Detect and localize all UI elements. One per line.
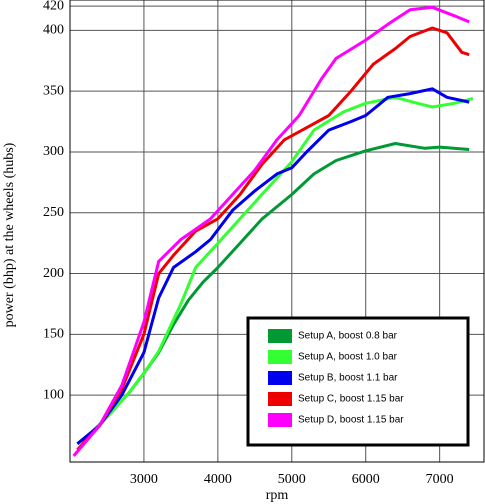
y-tick-label: 100 — [43, 387, 64, 402]
y-tick-label: 300 — [43, 144, 64, 159]
x-tick-label: 4000 — [204, 472, 232, 487]
series-line — [76, 87, 470, 445]
legend-label: Setup D, boost 1.15 bar — [298, 415, 404, 426]
legend-swatch — [268, 413, 292, 427]
x-axis-label: rpm — [266, 488, 289, 503]
legend-swatch — [268, 350, 292, 364]
legend-label: Setup B, boost 1.1 bar — [298, 373, 398, 384]
legend-swatch — [268, 392, 292, 406]
x-tick-label: 6000 — [352, 472, 380, 487]
plot-frame — [69, 0, 485, 463]
legend-label: Setup A, boost 1.0 bar — [298, 352, 398, 363]
y-tick-label: 200 — [43, 266, 64, 281]
legend-label: Setup C, boost 1.15 bar — [298, 394, 404, 405]
series-line — [72, 5, 470, 457]
legend-label: Setup A, boost 0.8 bar — [298, 331, 398, 342]
x-tick-label: 7000 — [426, 472, 454, 487]
y-tick-label: 350 — [43, 83, 64, 98]
y-tick-label: 150 — [43, 327, 64, 342]
y-tick-label: 420 — [43, 0, 64, 13]
x-tick-label: 5000 — [278, 472, 306, 487]
series-line — [76, 26, 470, 451]
x-tick-label: 3000 — [130, 472, 158, 487]
legend-swatch — [268, 371, 292, 385]
y-axis-label: power (bhp) at the wheels (hubs) — [2, 142, 17, 327]
y-tick-label: 250 — [43, 205, 64, 220]
legend-swatch — [268, 329, 292, 343]
series-line — [76, 95, 474, 445]
y-tick-label: 400 — [43, 23, 64, 38]
